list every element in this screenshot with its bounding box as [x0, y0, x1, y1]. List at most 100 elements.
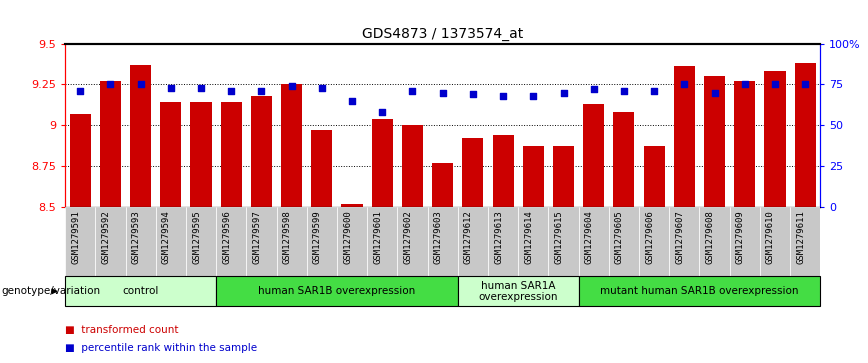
- Text: GSM1279600: GSM1279600: [343, 210, 352, 264]
- Bar: [372, 119, 393, 207]
- Text: GSM1279606: GSM1279606: [645, 210, 654, 264]
- Bar: [341, 204, 363, 207]
- Text: GSM1279594: GSM1279594: [161, 210, 171, 264]
- Text: human SAR1B overexpression: human SAR1B overexpression: [259, 286, 416, 296]
- FancyBboxPatch shape: [579, 277, 820, 306]
- FancyBboxPatch shape: [216, 277, 457, 306]
- Bar: [367, 207, 398, 276]
- Text: GSM1279608: GSM1279608: [706, 210, 714, 264]
- Bar: [402, 125, 423, 207]
- Bar: [69, 114, 91, 207]
- Bar: [277, 207, 306, 276]
- Text: GSM1279609: GSM1279609: [736, 210, 745, 264]
- Text: GSM1279613: GSM1279613: [494, 210, 503, 264]
- Point: [194, 85, 208, 90]
- Text: GSM1279591: GSM1279591: [71, 210, 80, 264]
- Bar: [765, 72, 786, 207]
- Point: [164, 85, 178, 90]
- Bar: [488, 207, 518, 276]
- Bar: [126, 207, 155, 276]
- Point: [103, 81, 117, 87]
- Point: [466, 91, 480, 97]
- Bar: [523, 147, 544, 207]
- Text: GSM1279601: GSM1279601: [373, 210, 382, 264]
- Bar: [337, 207, 367, 276]
- Text: GSM1279603: GSM1279603: [434, 210, 443, 264]
- Text: ■  transformed count: ■ transformed count: [65, 325, 179, 335]
- Point: [738, 81, 752, 87]
- Bar: [553, 147, 574, 207]
- Title: GDS4873 / 1373574_at: GDS4873 / 1373574_at: [362, 27, 523, 41]
- Bar: [608, 207, 639, 276]
- Bar: [549, 207, 579, 276]
- Point: [254, 88, 268, 94]
- Bar: [457, 207, 488, 276]
- Text: GSM1279612: GSM1279612: [464, 210, 473, 264]
- Bar: [281, 85, 302, 207]
- Point: [526, 93, 540, 99]
- Point: [677, 81, 691, 87]
- Text: ■  percentile rank within the sample: ■ percentile rank within the sample: [65, 343, 257, 354]
- Bar: [186, 207, 216, 276]
- Text: GSM1279592: GSM1279592: [102, 210, 110, 264]
- Bar: [463, 138, 483, 207]
- Point: [707, 90, 721, 95]
- Text: GSM1279598: GSM1279598: [283, 210, 292, 264]
- Bar: [492, 135, 514, 207]
- Bar: [639, 207, 669, 276]
- Bar: [190, 102, 212, 207]
- Bar: [674, 66, 695, 207]
- Point: [436, 90, 450, 95]
- Bar: [130, 65, 151, 207]
- Text: GSM1279596: GSM1279596: [222, 210, 231, 264]
- Text: GSM1279605: GSM1279605: [615, 210, 624, 264]
- Text: GSM1279593: GSM1279593: [132, 210, 141, 264]
- Bar: [161, 102, 181, 207]
- Bar: [100, 81, 121, 207]
- Point: [285, 83, 299, 89]
- Bar: [734, 81, 755, 207]
- Text: GSM1279607: GSM1279607: [675, 210, 684, 264]
- Text: GSM1279611: GSM1279611: [796, 210, 806, 264]
- Bar: [614, 112, 635, 207]
- Bar: [398, 207, 428, 276]
- Bar: [95, 207, 126, 276]
- Point: [375, 109, 389, 115]
- Point: [134, 81, 148, 87]
- Text: GSM1279604: GSM1279604: [585, 210, 594, 264]
- Bar: [432, 163, 453, 207]
- Bar: [760, 207, 790, 276]
- Bar: [700, 207, 730, 276]
- FancyBboxPatch shape: [65, 277, 216, 306]
- Text: GSM1279599: GSM1279599: [312, 210, 322, 264]
- Point: [345, 98, 359, 103]
- Point: [799, 81, 812, 87]
- Text: GSM1279602: GSM1279602: [404, 210, 412, 264]
- Point: [496, 93, 510, 99]
- Text: genotype/variation: genotype/variation: [2, 286, 101, 296]
- Text: GSM1279610: GSM1279610: [766, 210, 775, 264]
- Bar: [155, 207, 186, 276]
- Text: mutant human SAR1B overexpression: mutant human SAR1B overexpression: [600, 286, 799, 296]
- Point: [587, 86, 601, 92]
- Bar: [730, 207, 760, 276]
- Point: [556, 90, 570, 95]
- Text: GSM1279615: GSM1279615: [555, 210, 563, 264]
- Bar: [65, 207, 95, 276]
- Bar: [220, 102, 242, 207]
- Point: [405, 88, 419, 94]
- Text: GSM1279597: GSM1279597: [253, 210, 261, 264]
- Bar: [643, 147, 665, 207]
- Bar: [704, 76, 725, 207]
- Point: [315, 85, 329, 90]
- Bar: [790, 207, 820, 276]
- Text: GSM1279614: GSM1279614: [524, 210, 533, 264]
- FancyBboxPatch shape: [457, 277, 579, 306]
- Bar: [518, 207, 549, 276]
- Bar: [251, 96, 272, 207]
- Bar: [794, 63, 816, 207]
- Bar: [579, 207, 608, 276]
- Bar: [247, 207, 277, 276]
- Point: [224, 88, 238, 94]
- Point: [73, 88, 87, 94]
